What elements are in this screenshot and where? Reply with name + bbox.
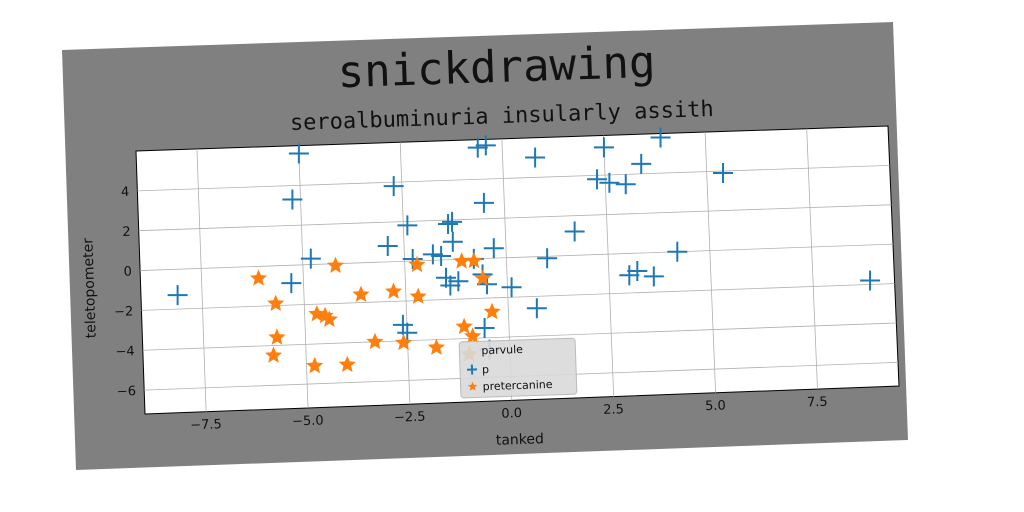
legend-label-pretercanine: pretercanine xyxy=(482,378,553,393)
data-point-p xyxy=(377,235,398,256)
data-point-p xyxy=(615,174,636,195)
data-point-p xyxy=(467,137,488,158)
data-point-p xyxy=(587,169,608,190)
data-point-p xyxy=(564,221,585,242)
y-grid-line xyxy=(140,243,894,271)
data-point-pretercanine xyxy=(409,287,427,304)
data-point-pretercanine xyxy=(408,255,426,273)
data-point-p xyxy=(483,238,504,259)
data-point-p xyxy=(650,127,671,148)
data-point-p xyxy=(860,270,881,291)
data-point-p xyxy=(599,172,620,193)
data-point-pretercanine xyxy=(327,256,345,273)
data-point-p xyxy=(397,215,418,236)
data-point-p xyxy=(431,246,452,267)
x-tick-label: 0.0 xyxy=(501,406,522,422)
x-grid-line xyxy=(806,128,818,390)
data-point-p xyxy=(667,241,688,262)
data-point-p xyxy=(440,275,461,296)
data-point-pretercanine xyxy=(267,294,285,311)
legend-star-marker xyxy=(467,381,478,391)
data-point-p xyxy=(438,214,459,235)
data-point-p xyxy=(435,267,456,288)
x-tick-label: −7.5 xyxy=(190,417,222,433)
x-tick-label: 5.0 xyxy=(705,398,726,414)
x-grid-line xyxy=(196,148,207,412)
legend-star-glyph xyxy=(467,381,478,391)
y-tick-label: −2 xyxy=(114,304,134,320)
data-point-pretercanine xyxy=(268,328,286,345)
data-point-p xyxy=(631,153,652,174)
data-point-pretercanine xyxy=(483,302,501,320)
legend-title: parvule xyxy=(481,343,523,357)
legend: parvule p pretercanine xyxy=(458,337,578,399)
data-point-p xyxy=(526,298,547,319)
tick-labels: −7.5 −5.0 −2.5 0.0 2.5 5.0 7.5 −6 −4 −2 0 2 4 xyxy=(114,185,828,433)
legend-plus-glyph xyxy=(466,364,478,375)
legend-box xyxy=(458,337,578,399)
data-point-pretercanine xyxy=(474,269,492,286)
data-point-pretercanine xyxy=(320,310,338,327)
data-point-p xyxy=(442,211,463,232)
data-point-p xyxy=(300,248,321,269)
data-point-pretercanine xyxy=(465,251,483,269)
data-point-p xyxy=(627,260,648,281)
data-point-pretercanine xyxy=(250,269,268,286)
data-point-pretercanine xyxy=(366,332,384,350)
y-grid-line xyxy=(141,283,895,311)
data-point-p xyxy=(392,314,413,335)
data-point-pretercanine xyxy=(265,346,283,363)
y-axis-label: teletopometer xyxy=(80,238,99,339)
x-tick-label: 7.5 xyxy=(807,395,828,411)
x-axis-label: tanked xyxy=(496,431,545,449)
data-point-pretercanine xyxy=(352,285,370,302)
y-tick-label: 2 xyxy=(122,225,131,240)
data-point-p xyxy=(282,189,303,210)
chart-title: snickdrawing xyxy=(337,37,656,99)
x-grid-line xyxy=(704,132,716,393)
data-point-p xyxy=(713,163,734,184)
data-point-p xyxy=(473,192,494,213)
data-point-p xyxy=(281,273,302,294)
legend-plus-marker xyxy=(466,364,478,375)
data-point-pretercanine xyxy=(455,317,473,334)
data-point-pretercanine xyxy=(427,338,445,355)
data-point-p xyxy=(442,231,463,252)
x-tick-label: −5.0 xyxy=(292,413,324,429)
data-point-p xyxy=(288,143,309,164)
data-point-p xyxy=(537,248,558,269)
data-point-p xyxy=(525,147,546,168)
x-tick-label: −2.5 xyxy=(394,410,426,426)
y-grid-line xyxy=(142,322,897,351)
data-point-pretercanine xyxy=(385,282,403,299)
x-grid-line xyxy=(298,145,309,408)
x-tick-label: 2.5 xyxy=(603,402,624,418)
data-point-pretercanine xyxy=(395,333,413,351)
data-point-p xyxy=(397,322,418,343)
data-point-p xyxy=(383,176,404,197)
data-point-p xyxy=(619,265,640,286)
data-point-pretercanine xyxy=(338,355,356,372)
data-point-p xyxy=(501,277,522,298)
data-point-p xyxy=(475,135,496,156)
plot-area xyxy=(135,125,900,415)
y-grid-line xyxy=(138,204,892,232)
y-grid-line xyxy=(137,164,890,192)
data-point-p xyxy=(167,285,188,306)
data-markers xyxy=(167,127,881,374)
data-point-p xyxy=(448,271,469,292)
y-tick-label: −4 xyxy=(115,344,135,360)
y-tick-label: 4 xyxy=(121,185,130,200)
data-point-p xyxy=(422,244,443,265)
y-tick-label: −6 xyxy=(117,384,137,400)
legend-label-p: p xyxy=(482,363,489,376)
data-point-p xyxy=(643,266,664,287)
data-point-p xyxy=(593,137,614,158)
data-point-pretercanine xyxy=(453,252,471,269)
data-point-pretercanine xyxy=(306,356,324,374)
y-tick-label: 0 xyxy=(123,265,132,280)
data-point-p xyxy=(474,317,495,338)
data-point-pretercanine xyxy=(464,327,482,344)
